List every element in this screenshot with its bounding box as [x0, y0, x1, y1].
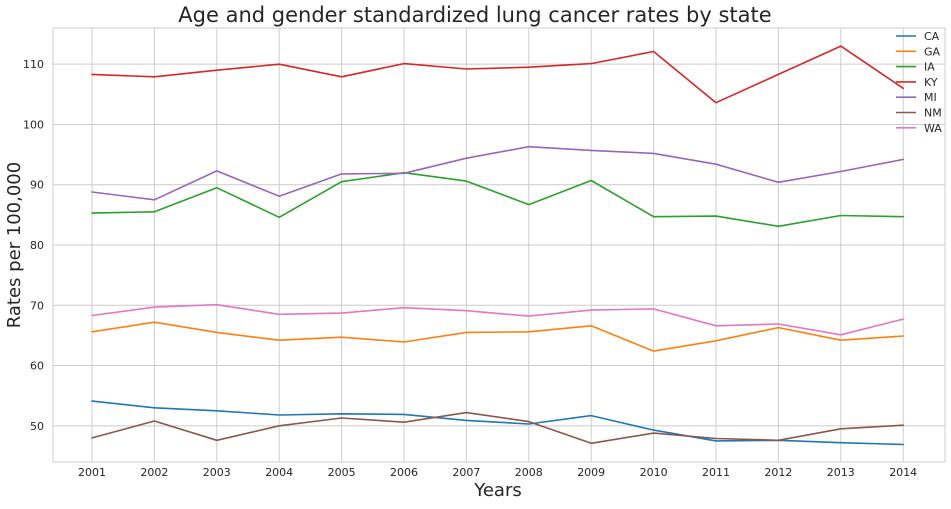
x-tick-label: 2002: [140, 466, 168, 479]
x-tick-label: 2013: [827, 466, 855, 479]
x-tick-label: 2005: [328, 466, 356, 479]
series-line-nm: [91, 411, 905, 445]
y-tick-labels: 50 60 70 80 90 100 110: [23, 58, 44, 433]
plot-frame: [52, 27, 946, 463]
legend-item-ia: IA: [896, 61, 935, 74]
series-lines: [91, 45, 905, 446]
x-tick-label: 2004: [265, 466, 293, 479]
series-line-ia: [91, 171, 905, 228]
x-tick-label: 2009: [577, 466, 605, 479]
legend-item-ga: GA: [896, 45, 941, 58]
x-tick-label: 2008: [515, 466, 543, 479]
y-axis-title: Rates per 100,000: [4, 162, 25, 328]
series-line-ga: [91, 321, 905, 352]
x-tick-label: 2011: [702, 466, 730, 479]
legend-label: MI: [924, 91, 937, 104]
legend-label: WA: [924, 122, 942, 135]
series-line-wa: [91, 303, 905, 336]
legend-label: GA: [924, 45, 941, 58]
legend-label: NM: [924, 107, 942, 120]
x-tick-label: 2001: [78, 466, 106, 479]
x-tick-label: 2007: [452, 466, 480, 479]
y-tick-label: 110: [23, 58, 44, 71]
legend-item-ky: KY: [896, 76, 938, 89]
chart-title: Age and gender standardized lung cancer …: [178, 3, 771, 27]
x-tick-labels: 2001 2002 2003 2004 2005 2006 2007 2008 2009 2010…: [78, 466, 917, 479]
x-tick-label: 2006: [390, 466, 418, 479]
legend: CA GA IA KY MI NM WA: [896, 30, 942, 135]
legend-label: IA: [924, 61, 935, 74]
x-tick-label: 2012: [764, 466, 792, 479]
x-tick-label: 2003: [203, 466, 231, 479]
y-tick-label: 70: [30, 299, 44, 312]
legend-label: KY: [924, 76, 938, 89]
y-tick-label: 100: [23, 118, 44, 131]
x-axis-title: Years: [473, 480, 522, 501]
y-tick-label: 50: [30, 420, 44, 433]
grid-lines: [53, 28, 945, 462]
legend-item-nm: NM: [896, 107, 942, 120]
x-tick-label: 2010: [640, 466, 668, 479]
legend-item-ca: CA: [896, 30, 940, 43]
legend-item-mi: MI: [896, 91, 937, 104]
series-line-ky: [91, 45, 905, 104]
y-tick-label: 90: [30, 179, 44, 192]
legend-label: CA: [924, 30, 940, 43]
y-tick-label: 60: [30, 360, 44, 373]
y-tick-label: 80: [30, 239, 44, 252]
series-line-mi: [91, 145, 905, 201]
x-tick-label: 2014: [889, 466, 917, 479]
legend-item-wa: WA: [896, 122, 942, 135]
